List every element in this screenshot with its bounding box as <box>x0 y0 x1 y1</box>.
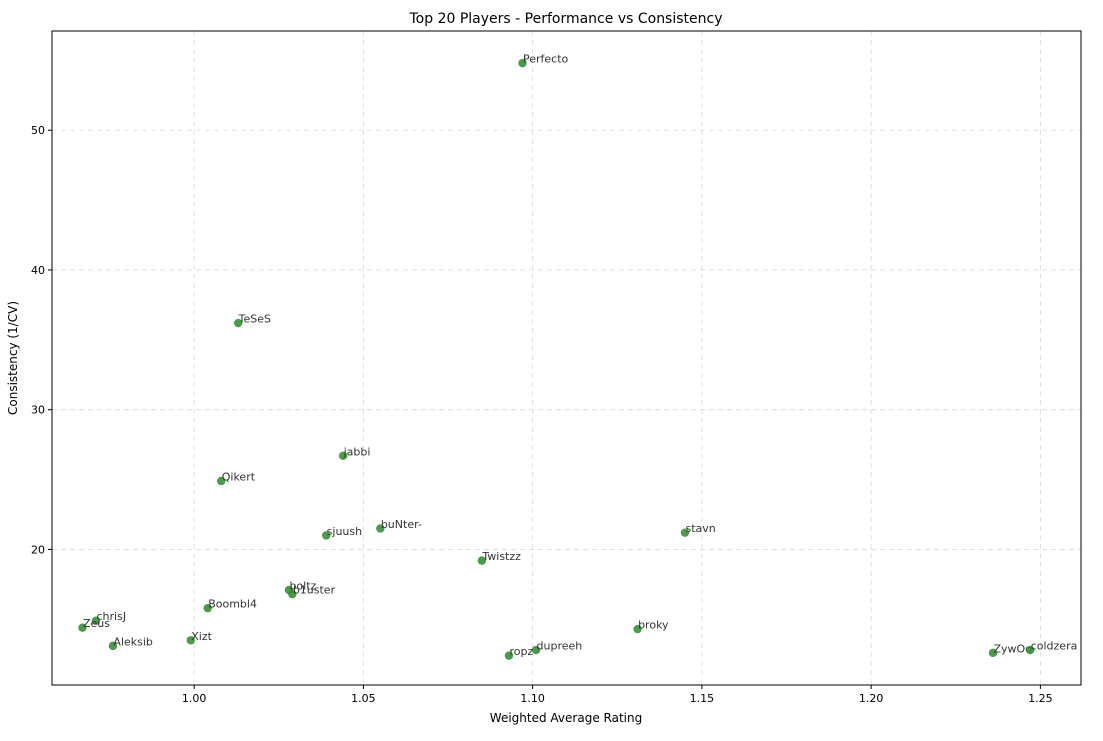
data-point <box>186 636 195 645</box>
y-tick-label: 50 <box>31 124 45 137</box>
x-axis-label: Weighted Average Rating <box>490 711 642 725</box>
data-points: Perfecto TeSeS jabbi Qikert buNter-sjuush sta… <box>78 53 1077 660</box>
point-label: Xizt <box>191 630 212 643</box>
y-axis-label: Consistency (1/CV) <box>6 301 20 415</box>
data-point <box>217 476 226 486</box>
data-point <box>504 651 514 660</box>
plot-frame <box>51 30 1082 686</box>
point-label: Aleksib <box>113 635 153 648</box>
data-point <box>518 58 527 68</box>
data-point <box>633 624 642 634</box>
point-label: dupreeh <box>537 640 583 653</box>
data-point <box>531 645 541 655</box>
point-label: Twistzz <box>481 550 521 563</box>
y-tick-label: 20 <box>31 543 45 556</box>
data-point <box>680 528 690 537</box>
point-label: Qikert <box>222 470 256 483</box>
point-label: sjuush <box>327 525 362 538</box>
x-tick-label: 1.20 <box>859 692 884 705</box>
point-label: coldzera <box>1031 640 1078 653</box>
data-point <box>203 603 212 613</box>
data-point <box>78 623 87 632</box>
point-label: TeSeS <box>238 313 271 326</box>
x-tick-label: 1.05 <box>351 692 376 705</box>
data-point <box>288 589 297 599</box>
x-tick-label: 1.00 <box>182 692 207 705</box>
y-tick-label: 30 <box>31 404 45 417</box>
point-label: chrisJ <box>97 610 127 623</box>
data-point <box>376 524 385 533</box>
point-label: stavn <box>685 522 715 535</box>
point-label: broky <box>638 619 669 632</box>
point-label: ZywOo <box>993 642 1032 655</box>
point-label: jabbi <box>343 445 371 458</box>
data-point <box>321 531 331 540</box>
axis-ticks: 1.00 1.05 1.10 1.15 1.20 1.25 20 30 40 50 <box>31 124 1053 705</box>
data-point <box>988 648 998 658</box>
point-label: boltz <box>289 579 316 592</box>
point-label: ropz <box>509 645 533 658</box>
point-label: Zeus <box>83 617 110 630</box>
y-tick-label: 40 <box>31 264 45 277</box>
data-point <box>338 451 348 461</box>
point-label: buNter- <box>381 518 422 531</box>
data-point <box>108 641 118 651</box>
point-label: b1uster <box>293 584 336 597</box>
x-tick-label: 1.15 <box>690 692 715 705</box>
grid <box>52 31 1081 685</box>
x-tick-label: 1.10 <box>520 692 545 705</box>
point-label: Boombl4 <box>208 598 257 611</box>
data-point <box>1026 645 1035 655</box>
chart-title: Top 20 Players - Performance vs Consiste… <box>409 11 723 27</box>
data-point <box>477 556 487 565</box>
x-tick-label: 1.25 <box>1028 692 1053 705</box>
point-label: Perfecto <box>523 53 569 66</box>
data-point <box>233 318 243 328</box>
data-point <box>91 616 101 625</box>
